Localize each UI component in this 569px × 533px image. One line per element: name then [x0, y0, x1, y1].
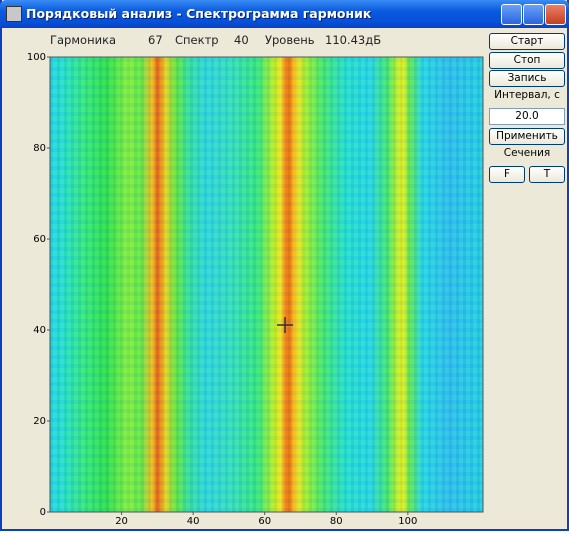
x-tick-label: 100 — [398, 516, 417, 527]
y-tick-label: 0 — [40, 507, 46, 518]
spectrogram-axes: 20 40 60 80 100 0 20 40 60 80 100 — [0, 0, 569, 533]
y-tick-label: 100 — [27, 52, 46, 63]
y-tick-label: 60 — [33, 234, 46, 245]
x-tick-label: 80 — [330, 516, 343, 527]
y-tick-label: 40 — [33, 325, 46, 336]
crosshair — [277, 317, 293, 333]
plot-frame — [50, 57, 483, 512]
x-tick-label: 60 — [258, 516, 271, 527]
y-tick-label: 80 — [33, 143, 46, 154]
x-tick-label: 20 — [115, 516, 128, 527]
x-tick-label: 40 — [187, 516, 200, 527]
y-tick-label: 20 — [33, 416, 46, 427]
